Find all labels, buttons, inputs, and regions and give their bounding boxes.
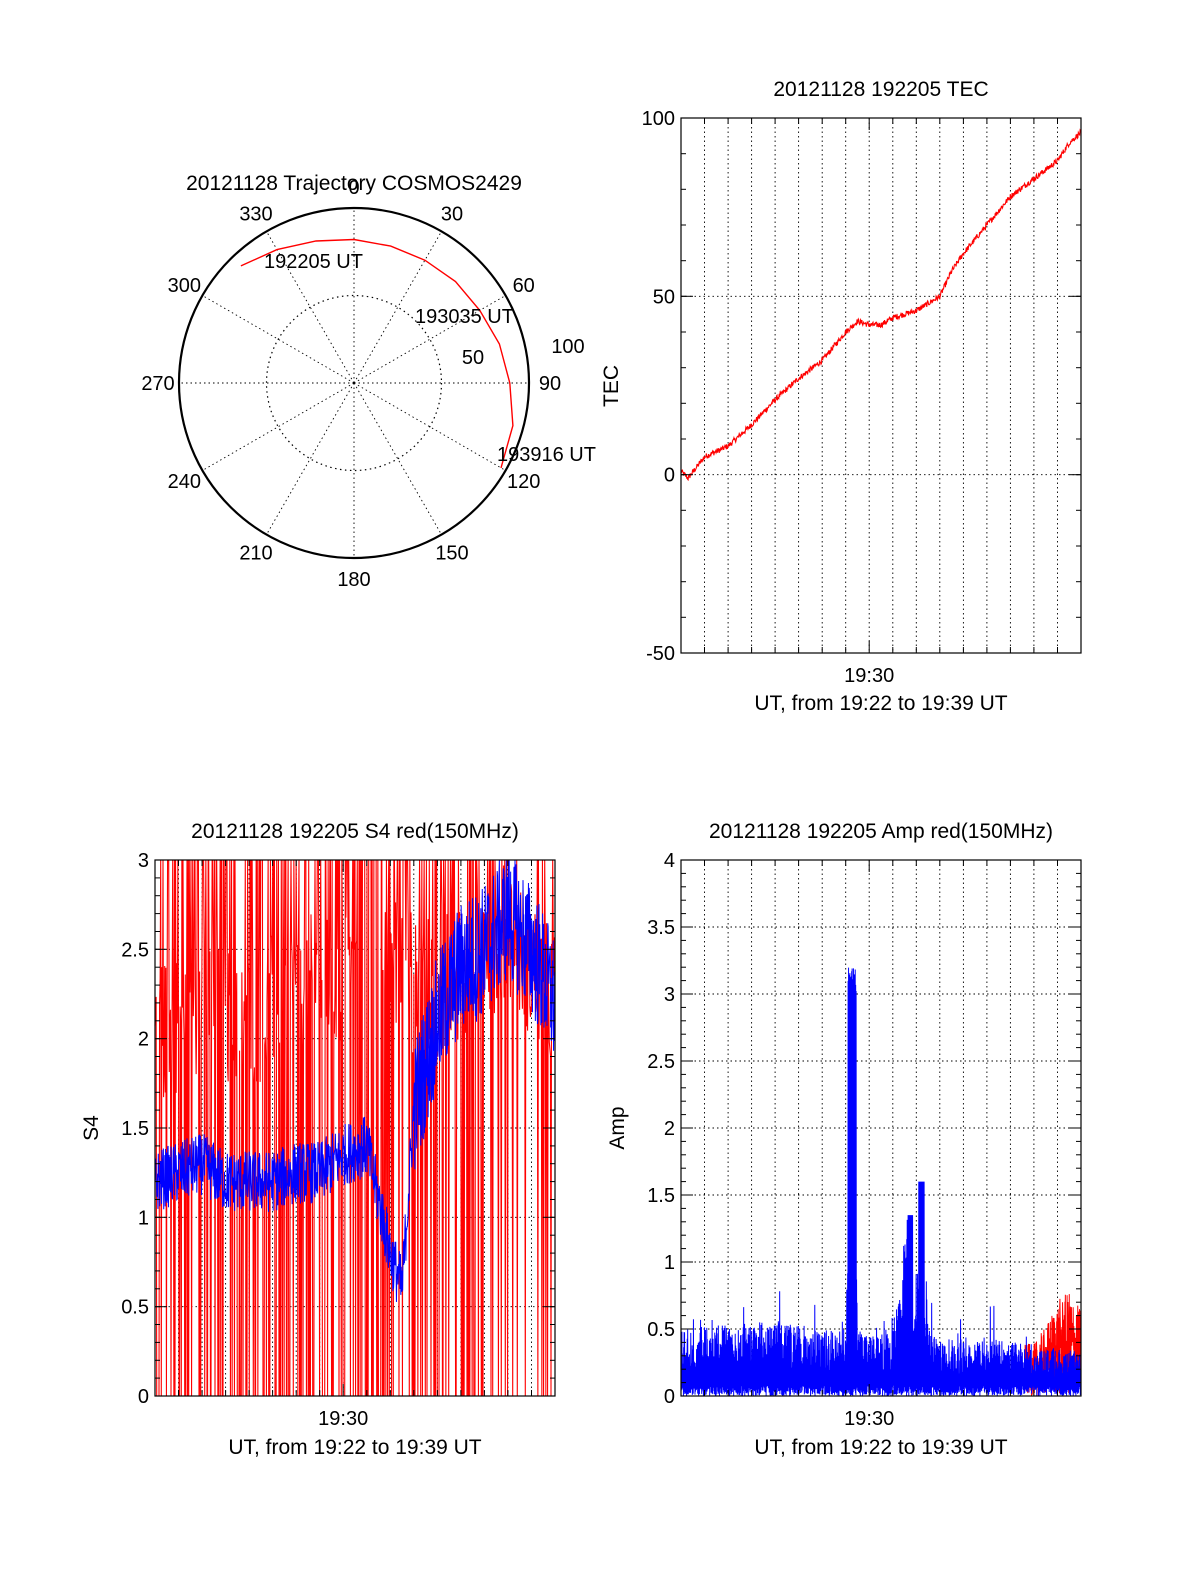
y-tick-label: 3: [664, 984, 675, 1006]
tec-data: [680, 128, 1082, 482]
tec-xlabel: UT, from 19:22 to 19:39 UT: [754, 692, 1007, 715]
azimuth-label-210: 210: [239, 543, 272, 565]
x-tick-label: 19:30: [318, 1408, 368, 1430]
y-tick-label: 3: [138, 850, 149, 872]
polar-ring-50: [265, 294, 443, 472]
polar-annotations: 192205 UT 193035 UT 193916 UT: [264, 251, 596, 466]
y-tick-label: 0.5: [121, 1297, 149, 1319]
s4-blue-line: [154, 859, 556, 1302]
y-tick-label: 2: [664, 1118, 675, 1140]
y-tick-label: 1.5: [647, 1185, 675, 1207]
y-tick-label: 0.5: [647, 1319, 675, 1341]
tec-ylabel: TEC: [600, 365, 623, 407]
tec-ticks: -50 0 50 100 19:30: [642, 108, 1081, 687]
y-tick-label: 50: [653, 286, 675, 308]
azimuth-label-0: 0: [348, 177, 359, 199]
amp-title: 20121128 192205 Amp red(150MHz): [709, 820, 1053, 843]
y-tick-label: 100: [642, 108, 675, 130]
tec-frame: [680, 117, 1082, 654]
y-tick-label: 0: [138, 1386, 149, 1408]
azimuth-label-240: 240: [168, 471, 201, 493]
trajectory-polar-plot: 20121128 Trajectory COSMOS2429 0 30 60 90 12…: [141, 172, 596, 591]
tec-plot: 20121128 192205 TEC -50 0 50 100 19:30 UT, f…: [600, 78, 1082, 715]
y-tick-label: 2.5: [121, 939, 149, 961]
y-tick-label: 1: [664, 1252, 675, 1274]
y-tick-label: 0: [664, 1386, 675, 1408]
x-tick-label: 19:30: [844, 665, 894, 687]
polar-outer-circle: [177, 206, 531, 560]
time-annotation-1: 192205 UT: [264, 251, 363, 273]
tec-grid: [681, 118, 1081, 653]
azimuth-label-300: 300: [168, 275, 201, 297]
y-tick-label: 1.5: [121, 1118, 149, 1140]
amp-ylabel: Amp: [606, 1106, 629, 1149]
polar-grid: [177, 206, 531, 560]
azimuth-label-30: 30: [441, 203, 463, 225]
polar-labels: 0 30 60 90 120 150 180 210 240 270 300 330 50 100: [141, 177, 584, 591]
x-tick-label: 19:30: [844, 1408, 894, 1430]
trajectory-line: [240, 238, 514, 469]
y-tick-label: 2.5: [647, 1051, 675, 1073]
s4-ticks: 0 0.5 1 1.5 2 2.5 3 19:30: [121, 850, 555, 1430]
azimuth-label-90: 90: [539, 373, 561, 395]
polar-track: [240, 238, 514, 469]
y-tick-label: -50: [646, 643, 675, 665]
azimuth-label-330: 330: [239, 203, 272, 225]
s4-title: 20121128 192205 S4 red(150MHz): [191, 820, 519, 843]
s4-ylabel: S4: [80, 1115, 103, 1141]
azimuth-label-150: 150: [435, 543, 468, 565]
amp-blue-line: [680, 967, 1082, 1396]
amp-grid: [681, 860, 1081, 1396]
azimuth-label-180: 180: [337, 569, 370, 591]
azimuth-label-120: 120: [507, 471, 540, 493]
amp-ticks: 0 0.5 1 1.5 2 2.5 3 3.5 4 19:30: [647, 850, 1081, 1430]
trajectory-title: 20121128 Trajectory COSMOS2429: [186, 172, 522, 195]
radial-label-100: 100: [551, 336, 584, 358]
time-annotation-3: 193916 UT: [497, 444, 596, 466]
y-tick-label: 1: [138, 1207, 149, 1229]
azimuth-label-270: 270: [141, 373, 174, 395]
s4-plot: 20121128 192205 S4 red(150MHz) 0 0.5 1 1.5 2…: [80, 820, 556, 1459]
tec-line: [680, 128, 1082, 482]
y-tick-label: 4: [664, 850, 675, 872]
time-annotation-2: 193035 UT: [415, 306, 514, 328]
amp-plot: 20121128 192205 Amp red(150MHz) 0 0.5 1 1.5…: [606, 820, 1082, 1459]
azimuth-label-60: 60: [513, 275, 535, 297]
y-tick-label: 2: [138, 1029, 149, 1051]
tec-title: 20121128 192205 TEC: [773, 78, 988, 101]
amp-data: [680, 967, 1082, 1396]
y-tick-label: 0: [664, 465, 675, 487]
s4-xlabel: UT, from 19:22 to 19:39 UT: [228, 1436, 481, 1459]
y-tick-label: 3.5: [647, 917, 675, 939]
amp-xlabel: UT, from 19:22 to 19:39 UT: [754, 1436, 1007, 1459]
radial-label-50: 50: [462, 347, 484, 369]
